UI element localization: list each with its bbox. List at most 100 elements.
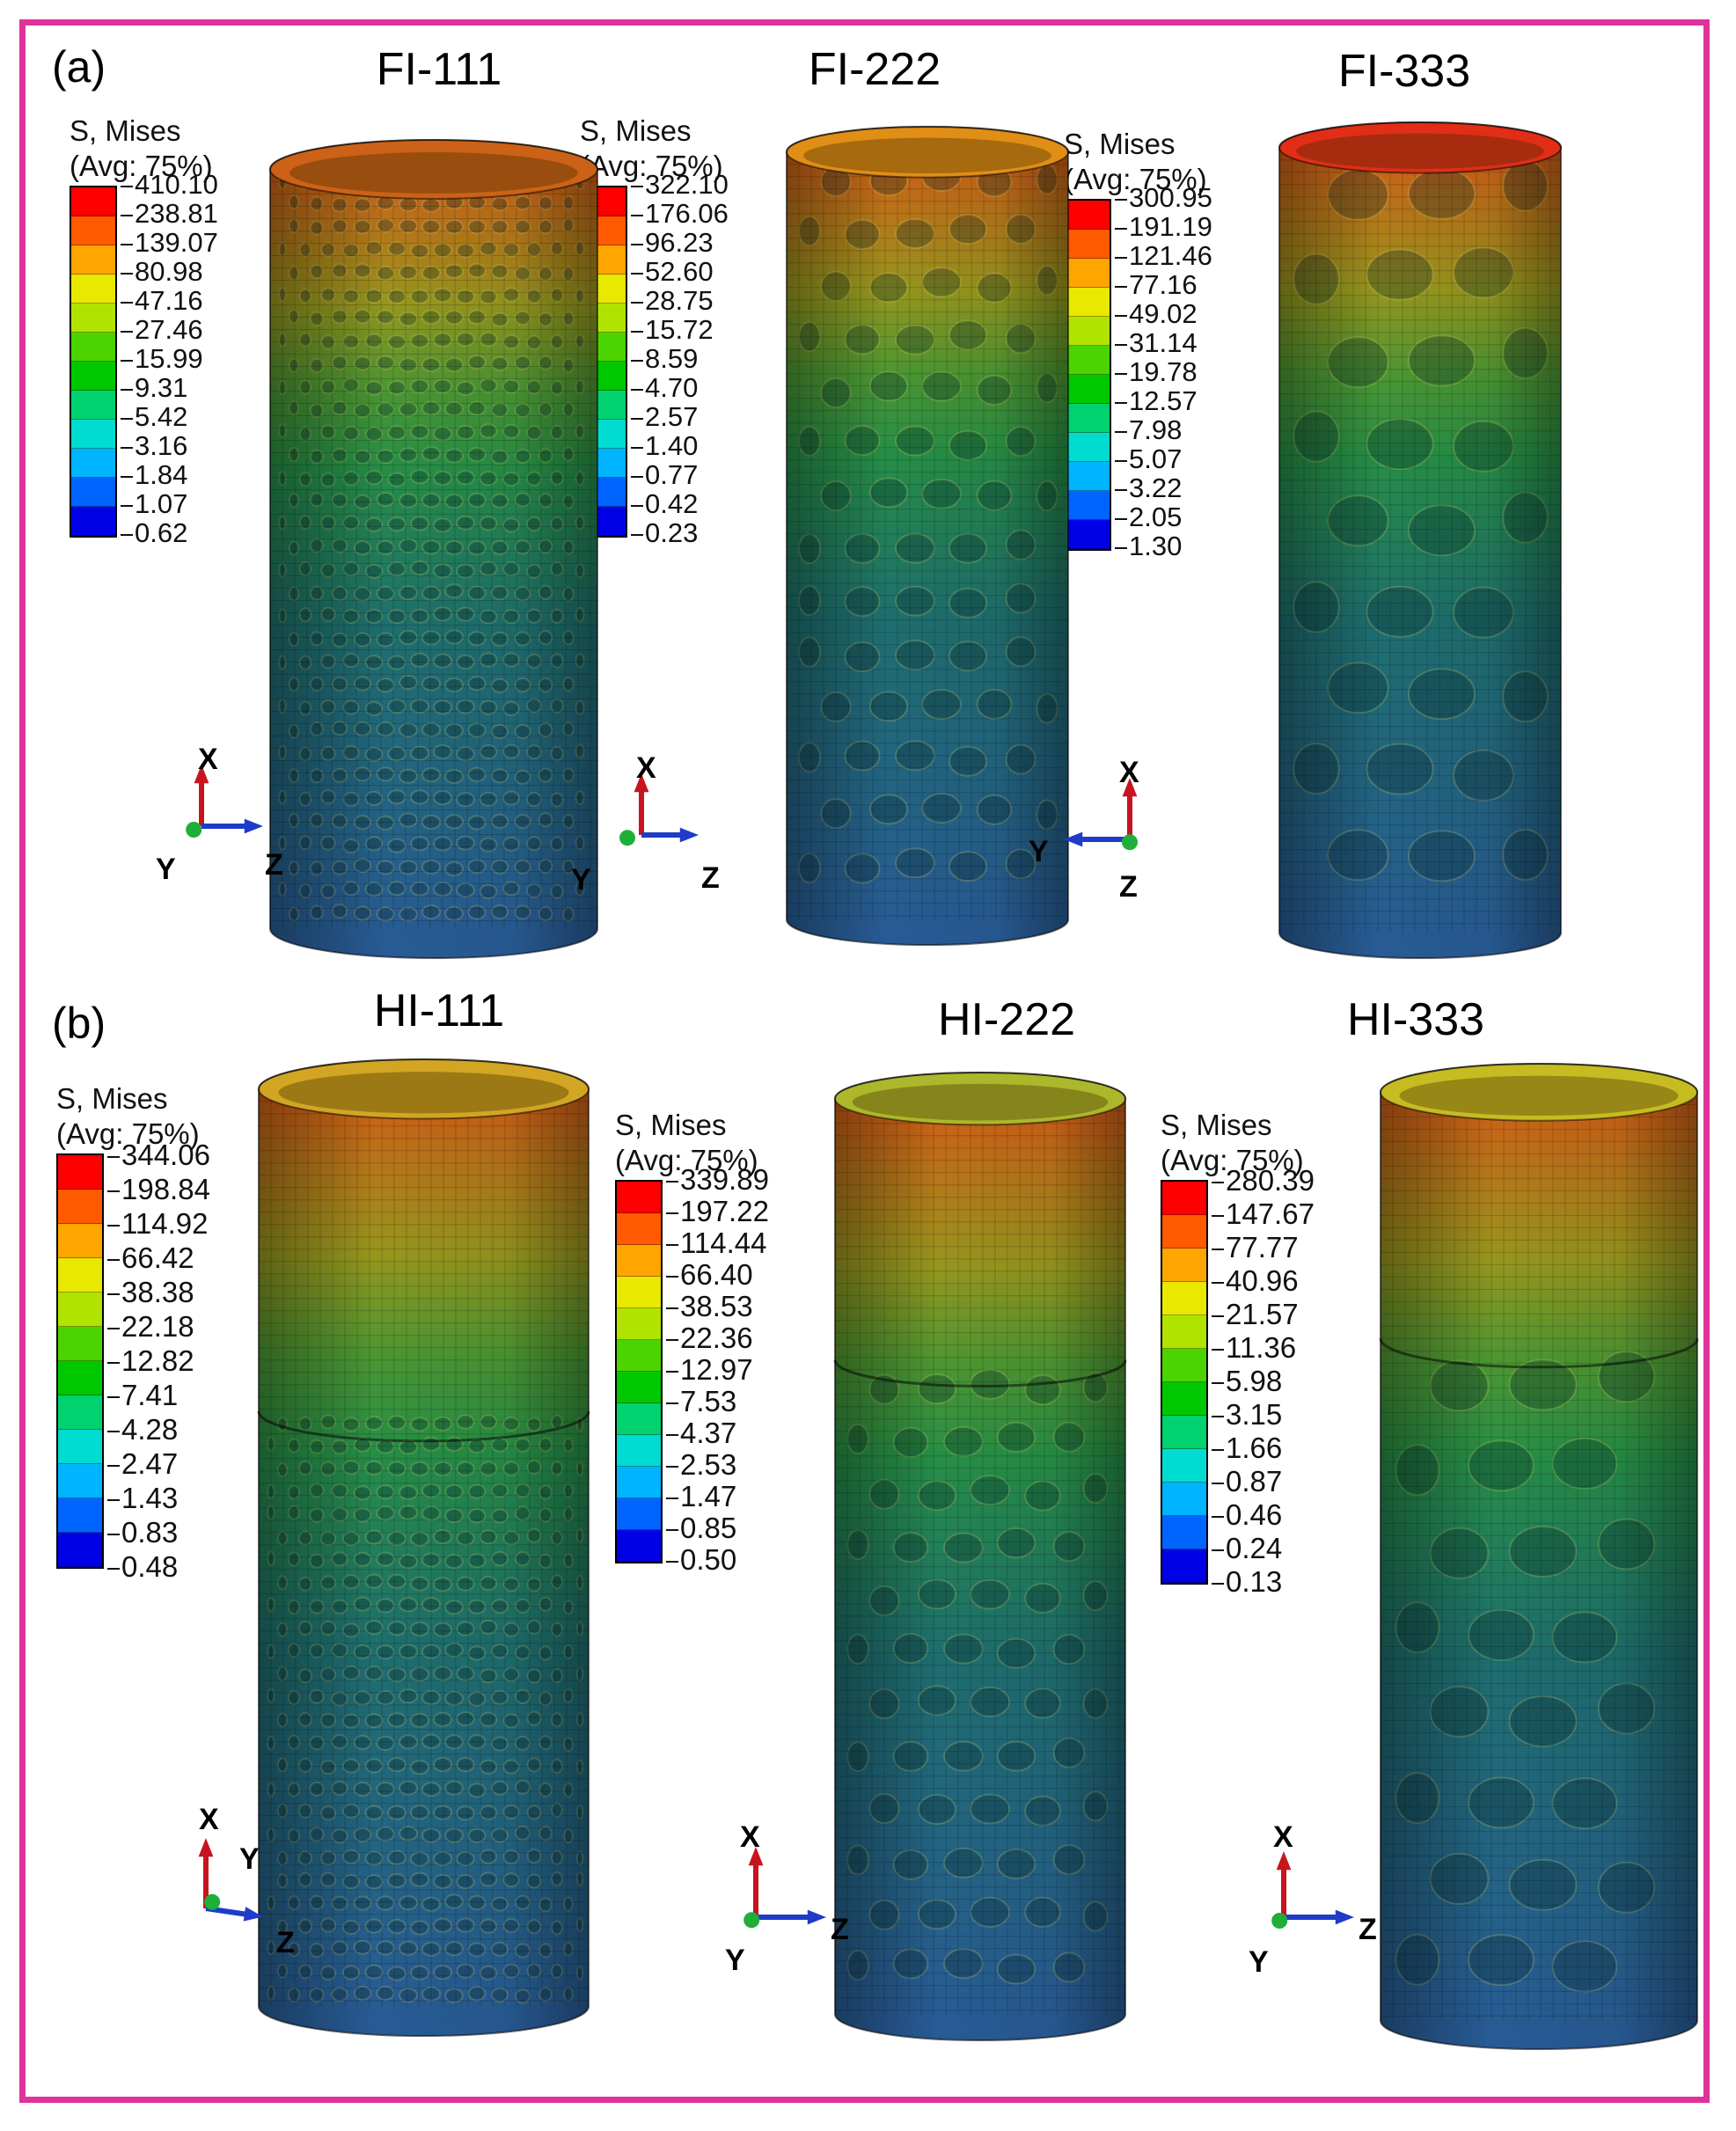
stent-model-fi-333 xyxy=(1278,121,1562,959)
legend-color-swatch xyxy=(1162,1349,1206,1382)
legend-value: 114.92 xyxy=(107,1206,210,1241)
legend-value: 2.05 xyxy=(1115,502,1212,531)
legend-value: 49.02 xyxy=(1115,299,1212,328)
legend-color-swatch xyxy=(1066,317,1110,346)
axis-label: Y xyxy=(1029,835,1049,868)
legend-value: 12.97 xyxy=(666,1354,769,1386)
legend-value: 27.46 xyxy=(121,315,218,344)
legend-value: 1.30 xyxy=(1115,531,1212,560)
legend-color-swatch xyxy=(71,245,115,275)
legend-color-swatch xyxy=(71,362,115,391)
legend-colorbar xyxy=(1161,1180,1208,1585)
legend-colorbar xyxy=(70,186,117,538)
legend-value: 0.23 xyxy=(631,518,729,547)
legend-value: 7.53 xyxy=(666,1386,769,1417)
legend-value: 40.96 xyxy=(1212,1264,1315,1298)
legend-title: S, Mises xyxy=(1161,1109,1272,1141)
legend-color-swatch xyxy=(58,1224,102,1258)
legend-color-swatch xyxy=(1162,1382,1206,1416)
legend-value: 121.46 xyxy=(1115,241,1212,270)
axis-arrows xyxy=(619,773,699,846)
legend-value: 77.77 xyxy=(1212,1231,1315,1264)
legend-color-swatch xyxy=(58,1258,102,1293)
legend-color-swatch xyxy=(1066,375,1110,404)
legend-value: 9.31 xyxy=(121,373,218,402)
legend-value: 0.83 xyxy=(107,1515,210,1549)
legend-value: 11.36 xyxy=(1212,1331,1315,1365)
legend-fi-333: S, Mises (Avg: 75%) 300.95 191.19 121.46 77.1… xyxy=(1064,127,1212,560)
legend-value: 0.77 xyxy=(631,460,729,489)
legend-hi-333: S, Mises (Avg: 75%) 280.39 147.67 77.77 40.96… xyxy=(1161,1108,1315,1598)
figure-frame: (a) (b) FI-111 FI-222 FI-333 HI-111 HI-2… xyxy=(19,19,1710,2103)
legend-color-swatch xyxy=(1162,1315,1206,1349)
axis-label: Z xyxy=(1119,870,1138,904)
legend-color-swatch xyxy=(617,1340,661,1372)
legend-value: 410.10 xyxy=(121,170,218,199)
legend-value: 21.57 xyxy=(1212,1298,1315,1331)
legend-value: 77.16 xyxy=(1115,270,1212,299)
legend-hi-111: S, Mises (Avg: 75%) 344.06 198.84 114.92 66.4… xyxy=(56,1081,210,1583)
title-fi-333: FI-333 xyxy=(1337,46,1471,97)
axis-label: X xyxy=(1119,756,1139,789)
legend-value: 0.85 xyxy=(666,1512,769,1544)
legend-value: 176.06 xyxy=(631,199,729,228)
legend-color-swatch xyxy=(58,1293,102,1327)
legend-color-swatch xyxy=(58,1395,102,1430)
legend-color-swatch xyxy=(617,1530,661,1562)
axis-arrows xyxy=(1064,778,1138,851)
legend-value: 4.70 xyxy=(631,373,729,402)
legend-color-swatch xyxy=(617,1372,661,1403)
legend-color-swatch xyxy=(71,507,115,536)
legend-title: S, Mises xyxy=(580,114,692,147)
axis-label: X xyxy=(199,1803,219,1836)
axis-label: Y xyxy=(1249,1945,1269,1979)
legend-value: 52.60 xyxy=(631,257,729,286)
legend-color-swatch xyxy=(58,1498,102,1533)
legend-value: 2.53 xyxy=(666,1449,769,1481)
legend-value: 66.42 xyxy=(107,1241,210,1275)
axis-label: Z xyxy=(1359,1913,1377,1946)
legend-value: 15.99 xyxy=(121,344,218,373)
legend-value: 7.41 xyxy=(107,1378,210,1412)
legend-value: 3.16 xyxy=(121,431,218,460)
legend-color-swatch xyxy=(1066,259,1110,288)
legend-color-swatch xyxy=(617,1308,661,1340)
legend-value: 0.42 xyxy=(631,489,729,518)
axis-label: Z xyxy=(265,848,283,882)
legend-color-swatch xyxy=(71,420,115,449)
legend-value: 7.98 xyxy=(1115,415,1212,444)
legend-color-swatch xyxy=(58,1430,102,1464)
legend-color-swatch xyxy=(1162,1182,1206,1215)
legend-color-swatch xyxy=(617,1277,661,1308)
legend-color-swatch xyxy=(1066,520,1110,549)
axis-label: Z xyxy=(831,1913,849,1946)
legend-value: 198.84 xyxy=(107,1172,210,1206)
legend-value: 1.47 xyxy=(666,1481,769,1512)
legend-value: 19.78 xyxy=(1115,357,1212,386)
legend-value: 5.07 xyxy=(1115,444,1212,473)
legend-title: S, Mises xyxy=(1064,128,1176,160)
legend-value: 22.18 xyxy=(107,1309,210,1344)
legend-value: 147.67 xyxy=(1212,1197,1315,1231)
legend-title: S, Mises xyxy=(70,114,181,147)
legend-value: 0.48 xyxy=(107,1549,210,1584)
legend-color-swatch xyxy=(58,1361,102,1395)
legend-color-swatch xyxy=(58,1327,102,1361)
title-hi-333: HI-333 xyxy=(1346,994,1485,1045)
legend-value: 47.16 xyxy=(121,286,218,315)
legend-value: 12.82 xyxy=(107,1344,210,1378)
legend-value: 5.42 xyxy=(121,402,218,431)
legend-color-swatch xyxy=(1066,230,1110,259)
legend-color-swatch xyxy=(1162,1483,1206,1516)
legend-color-swatch xyxy=(1066,346,1110,375)
legend-color-swatch xyxy=(1162,1282,1206,1315)
axis-label: Z xyxy=(701,861,720,895)
legend-color-swatch xyxy=(617,1213,661,1245)
axis-label: Y xyxy=(156,853,176,886)
stent-model-hi-111 xyxy=(257,1058,590,2037)
title-hi-111: HI-111 xyxy=(373,985,505,1036)
legend-color-swatch xyxy=(1066,404,1110,433)
legend-value: 1.40 xyxy=(631,431,729,460)
legend-color-swatch xyxy=(1162,1549,1206,1583)
legend-hi-222: S, Mises (Avg: 75%) 339.89 197.22 114.44 66.4… xyxy=(615,1108,769,1576)
